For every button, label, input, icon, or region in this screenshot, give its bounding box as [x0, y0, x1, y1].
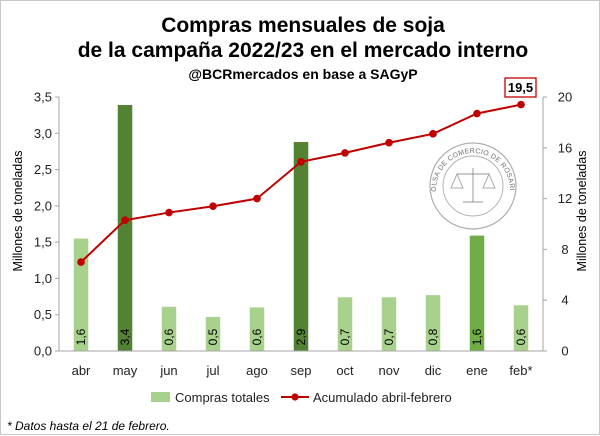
y-right-tick-label: 20	[558, 90, 572, 105]
callout-label: 19,5	[508, 80, 533, 95]
y-left-tick-label: 3,5	[34, 90, 52, 105]
line-point	[297, 157, 305, 166]
line-point	[473, 109, 481, 118]
x-tick-label: jun	[159, 363, 177, 378]
bar	[425, 295, 441, 351]
line-point	[429, 130, 437, 138]
bar	[469, 235, 485, 351]
bar-data-label: 0,6	[250, 328, 264, 345]
line-point	[77, 258, 85, 266]
bar-data-label: 0,7	[382, 328, 396, 345]
line-point	[517, 100, 525, 109]
bar-data-label: 0,6	[162, 328, 176, 345]
chart-title-line2: de la campaña 2022/23 en el mercado inte…	[78, 39, 529, 62]
x-tick-label: abr	[72, 363, 91, 378]
x-tick-label: feb*	[509, 363, 532, 378]
y-right-tick-label: 16	[558, 140, 572, 155]
legend-item-compras-totales: Compras totales	[151, 390, 270, 405]
x-tick-label: sep	[291, 363, 312, 378]
bar-data-label: 1,6	[74, 328, 88, 345]
x-tick-label: ene	[466, 363, 488, 378]
line-point	[341, 149, 349, 157]
y-left-tick-label: 1,0	[34, 271, 52, 286]
bar	[161, 306, 177, 351]
x-tick-label: may	[113, 363, 138, 378]
bar	[337, 297, 353, 351]
legend-label-bars: Compras totales	[175, 390, 270, 405]
line-point	[385, 138, 393, 147]
bar	[117, 104, 133, 352]
chart-title-line1: Compras mensuales de soja	[161, 14, 445, 37]
scale-pan-right-icon	[482, 172, 496, 189]
bar-data-label: 3,4	[118, 328, 132, 345]
legend-label-line: Acumulado abril-febrero	[313, 390, 452, 405]
seal-inner-ring	[442, 155, 504, 217]
callout-box	[504, 77, 537, 98]
legend-swatch-marker	[291, 393, 299, 401]
line-point	[121, 216, 129, 224]
y-left-tick-label: 0,5	[34, 307, 52, 322]
x-tick-label: dic	[425, 363, 442, 378]
scale-pan-left-icon	[450, 172, 464, 189]
legend: Compras totales Acumulado abril-febrero	[151, 390, 452, 405]
chart-subtitle: @BCRmercados en base a SAGyP	[188, 66, 417, 82]
y-right-tick-label: 8	[561, 242, 568, 257]
axes-layer: 0,0 0,5 1,0 1,5 2,0 2,5 3,0 3,5 0 4 8 12 16 20 abr may j…	[34, 90, 572, 379]
y-left-tick-label: 0,0	[34, 344, 52, 359]
footnote: * Datos hasta el 21 de febrero.	[7, 419, 170, 433]
line-point	[165, 208, 173, 217]
bar-data-label: 0,8	[426, 328, 440, 345]
bar-data-label: 0,7	[338, 328, 352, 345]
y-left-tick-label: 1,5	[34, 235, 52, 250]
line-layer	[77, 100, 525, 266]
bar-data-label: 1,6	[470, 328, 484, 345]
x-tick-label: ago	[246, 363, 268, 378]
y-axis-left-title: Millones de toneladas	[11, 151, 25, 272]
y-axis-right-title: Millones de toneladas	[575, 151, 589, 272]
y-left-tick-label: 2,0	[34, 198, 52, 213]
y-left-tick-label: 3,0	[34, 126, 52, 141]
x-tick-label: jul	[205, 363, 219, 378]
legend-item-acumulado: Acumulado abril-febrero	[281, 390, 452, 405]
bar-data-label: 2,9	[294, 328, 308, 345]
seal-outer-ring	[429, 142, 517, 230]
x-tick-label: nov	[379, 363, 400, 378]
bar-data-label: 0,5	[206, 328, 220, 345]
bar-data-label: 0,6	[514, 328, 528, 345]
line-point	[209, 202, 217, 211]
x-tick-label: oct	[336, 363, 354, 378]
legend-swatch-bars	[151, 392, 170, 402]
final-value-callout: 19,5	[504, 77, 537, 98]
line-point	[253, 194, 261, 203]
bar	[249, 307, 265, 351]
y-right-tick-label: 12	[558, 191, 572, 206]
bar	[73, 238, 89, 351]
y-right-tick-label: 0	[561, 344, 568, 359]
y-left-tick-label: 2,5	[34, 162, 52, 177]
y-right-tick-label: 4	[561, 293, 568, 308]
bar	[205, 316, 221, 351]
bar	[381, 297, 397, 351]
bars-layer: 1,6 3,4 0,6 0,5 0,6 2,9 0,7 0,7 0,8 1,6 0,6	[73, 104, 529, 352]
bar	[513, 305, 529, 351]
bar	[293, 141, 309, 351]
